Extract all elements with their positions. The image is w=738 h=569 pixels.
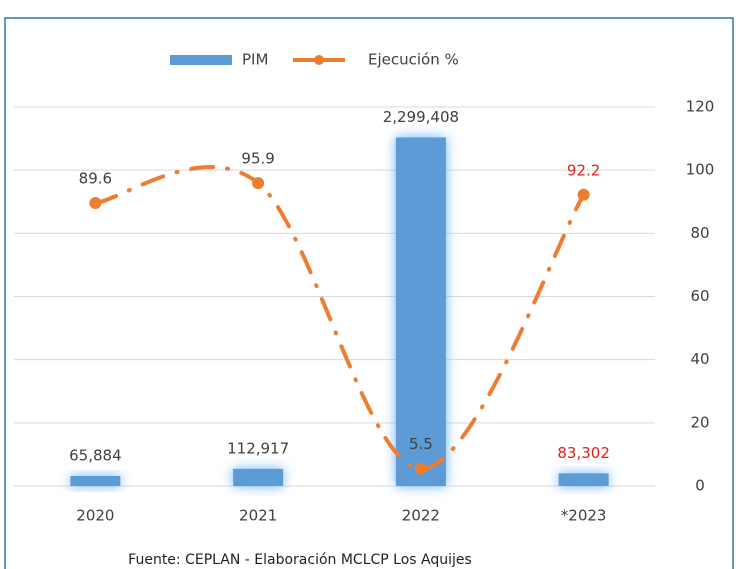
bar-value-label: 83,302 — [557, 444, 610, 462]
legend-label: PIM — [242, 51, 268, 69]
bar — [558, 473, 609, 486]
plot-area: 0 20 40 60 80 100 120 2020 2021 2022 *2023 65,884 11… — [14, 51, 714, 525]
chart-frame — [4, 17, 734, 569]
line-marker — [577, 188, 590, 201]
legend-swatch-marker — [314, 55, 324, 65]
y2-tick-label: 120 — [686, 98, 715, 116]
bar — [395, 137, 446, 487]
line-value-label: 5.5 — [409, 435, 433, 453]
line-marker — [414, 462, 427, 475]
x-tick-label: *2023 — [561, 507, 607, 525]
y2-tick-label: 100 — [686, 161, 715, 179]
legend-label: Ejecución % — [368, 51, 459, 69]
bar-value-label: 2,299,408 — [383, 108, 459, 126]
line-marker — [252, 177, 265, 190]
bar — [70, 476, 121, 486]
bar — [233, 468, 284, 486]
y2-tick-label: 20 — [690, 413, 709, 431]
y2-tick-label: 40 — [690, 350, 709, 368]
line-marker — [89, 197, 102, 210]
y2-tick-label: 0 — [695, 477, 705, 495]
source-note: Fuente: CEPLAN - Elaboración MCLCP Los A… — [128, 552, 472, 568]
bar-value-label: 112,917 — [227, 439, 289, 457]
legend-swatch — [170, 55, 232, 65]
line-value-label: 89.6 — [79, 170, 112, 188]
bar-value-label: 65,884 — [69, 447, 122, 465]
y2-tick-label: 60 — [690, 287, 709, 305]
x-tick-label: 2020 — [76, 507, 114, 525]
line-value-label: 95.9 — [241, 150, 274, 168]
x-tick-label: 2022 — [402, 507, 440, 525]
line — [93, 165, 586, 471]
line-value-label: 92.2 — [567, 161, 600, 179]
x-tick-label: 2021 — [239, 507, 277, 525]
y2-tick-label: 80 — [690, 224, 709, 242]
